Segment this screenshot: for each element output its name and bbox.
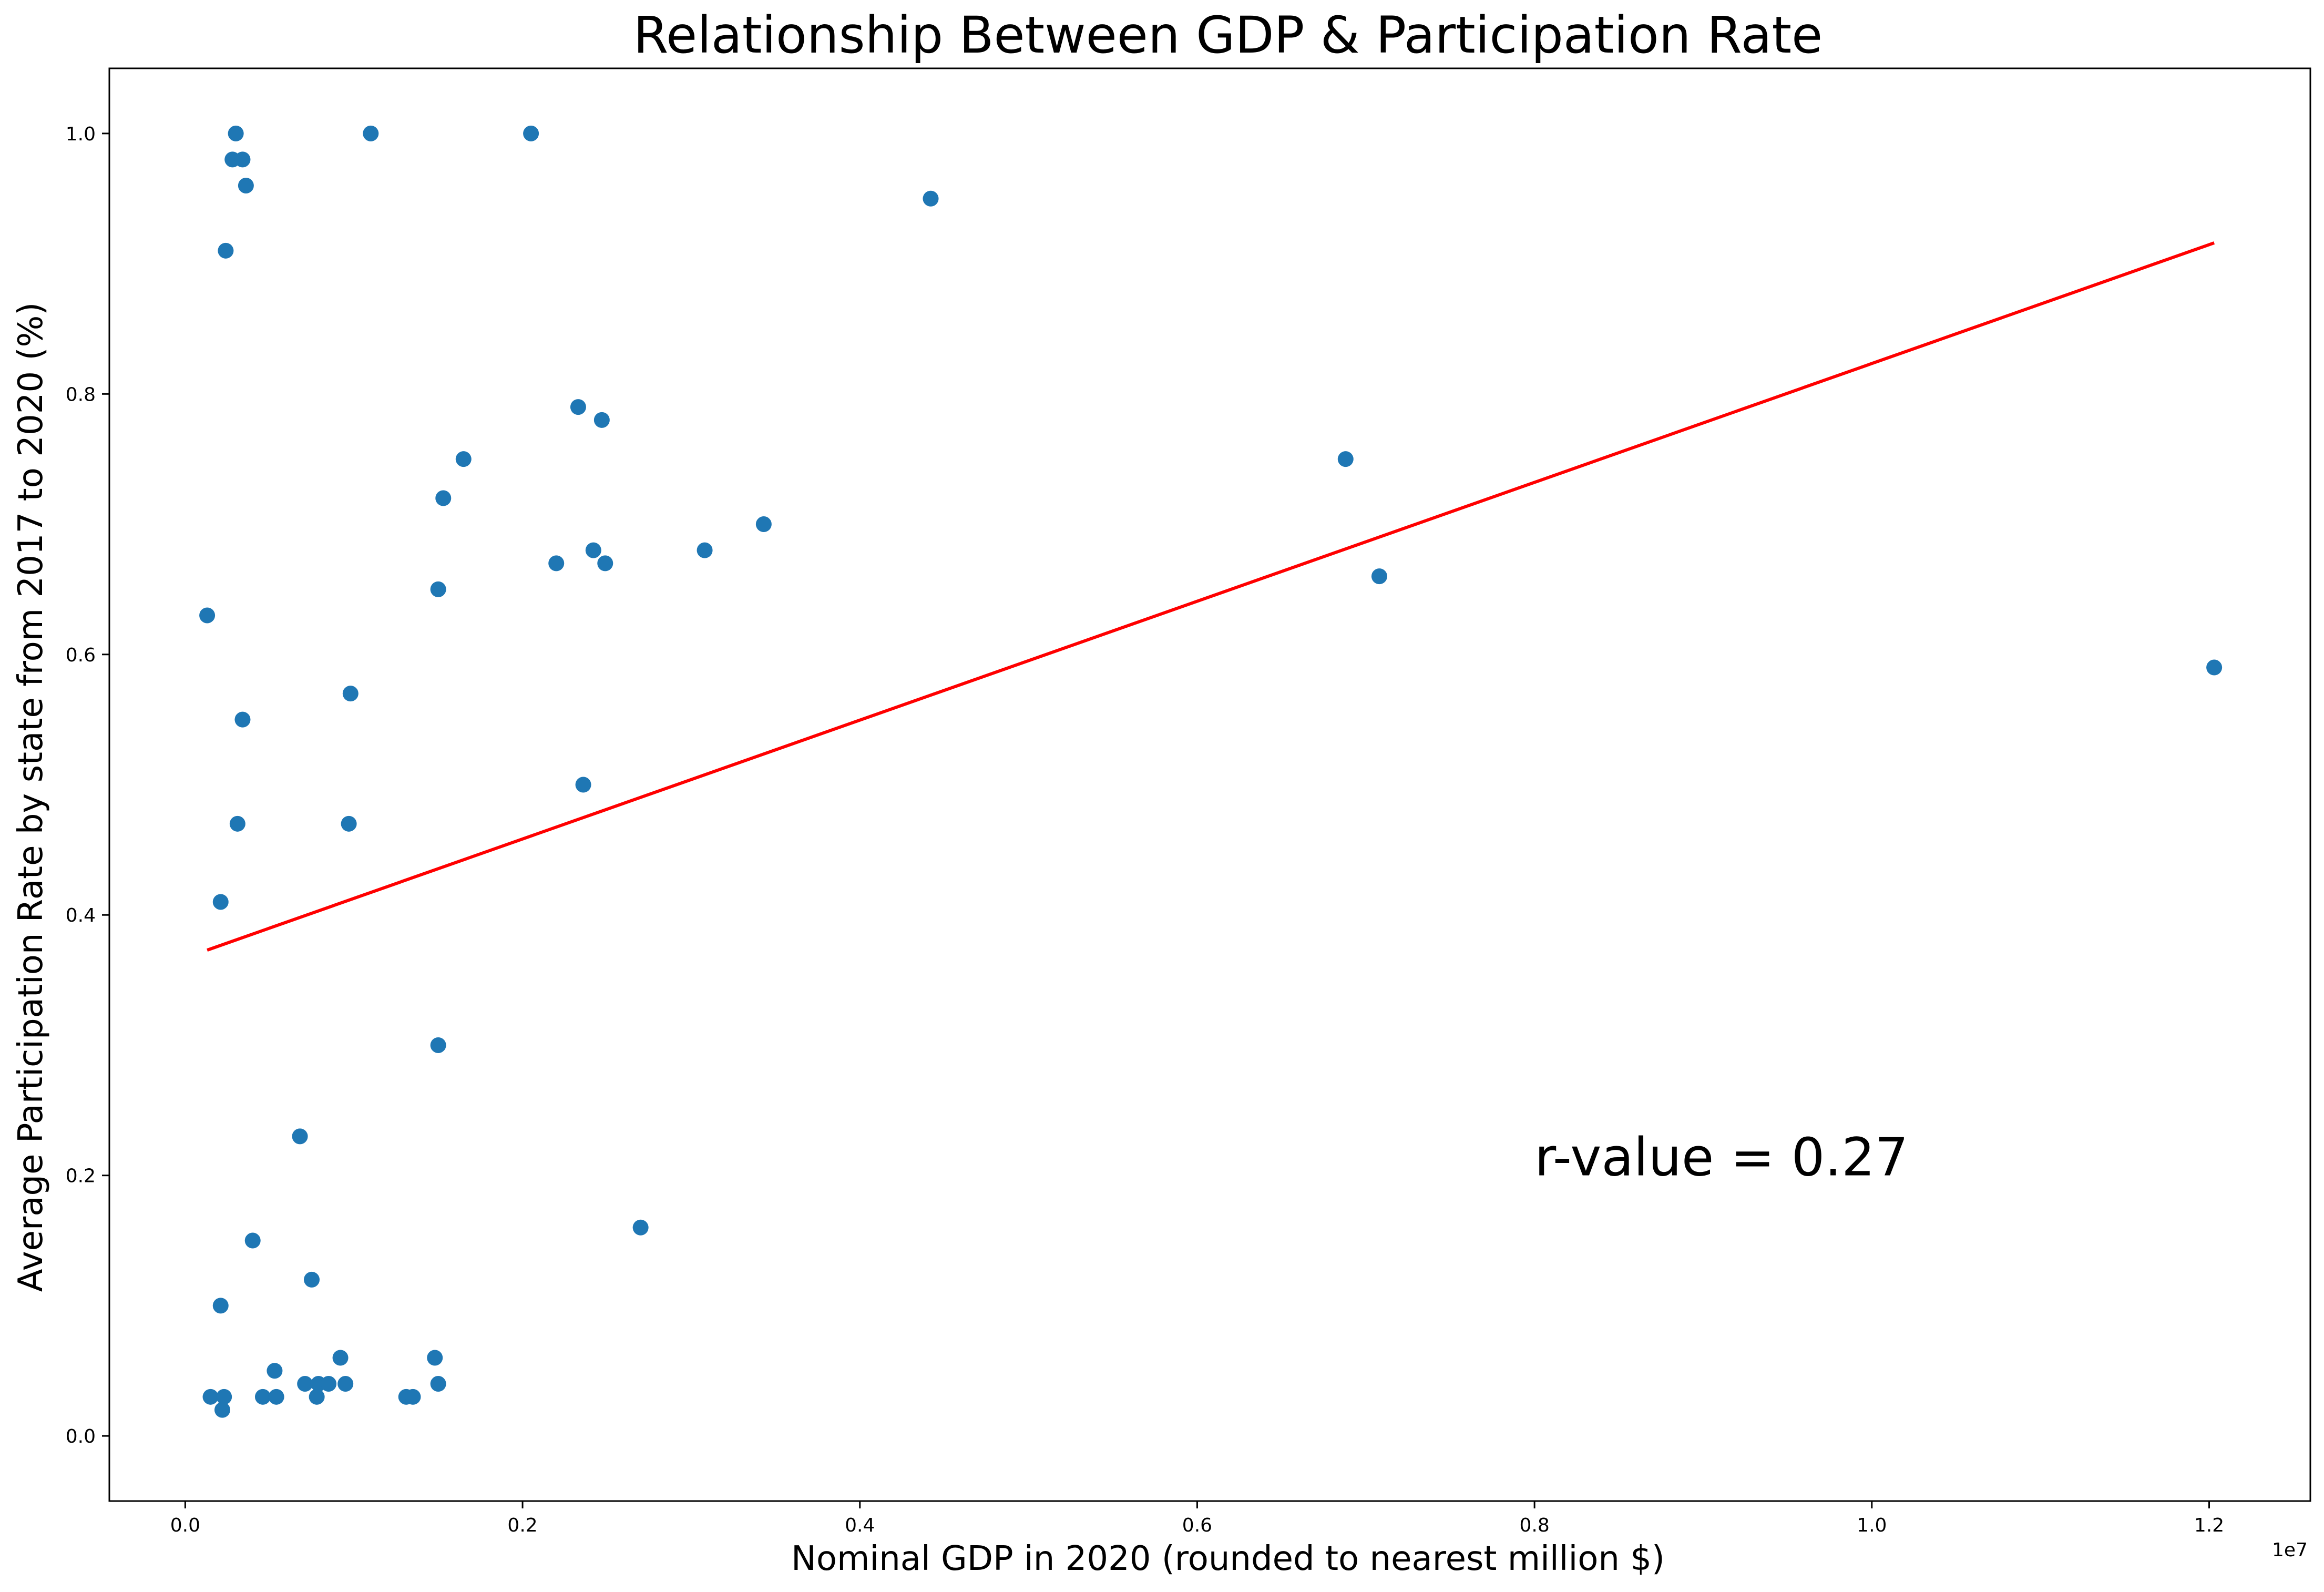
data-point bbox=[297, 1376, 313, 1392]
x-tick-label: 1.2 bbox=[2194, 1515, 2224, 1536]
data-point bbox=[234, 151, 251, 168]
data-point bbox=[254, 1389, 271, 1405]
data-point bbox=[304, 1271, 320, 1288]
data-point bbox=[593, 412, 610, 428]
data-point bbox=[332, 1350, 349, 1366]
data-point bbox=[342, 686, 359, 702]
data-point bbox=[430, 581, 446, 597]
data-point bbox=[923, 190, 939, 207]
data-point bbox=[1337, 451, 1354, 467]
data-point bbox=[755, 516, 772, 533]
data-point bbox=[570, 399, 586, 415]
data-point bbox=[238, 177, 254, 193]
x-tick-label: 0.2 bbox=[507, 1515, 537, 1536]
x-offset-label: 1e7 bbox=[2272, 1539, 2308, 1561]
data-point bbox=[632, 1219, 649, 1236]
data-point bbox=[228, 125, 244, 141]
data-point bbox=[199, 607, 216, 624]
data-point bbox=[267, 1363, 283, 1379]
y-tick-label: 0.4 bbox=[66, 905, 96, 926]
data-point bbox=[234, 711, 251, 728]
data-point bbox=[212, 1298, 229, 1314]
data-point bbox=[697, 542, 713, 558]
data-point bbox=[341, 815, 357, 832]
y-tick-label: 0.8 bbox=[66, 384, 96, 405]
data-point bbox=[585, 542, 601, 558]
y-tick-label: 1.0 bbox=[66, 124, 96, 145]
chart-title: Relationship Between GDP & Participation… bbox=[633, 6, 1823, 65]
data-point bbox=[548, 555, 565, 572]
data-point bbox=[337, 1376, 354, 1392]
x-tick-label: 0.8 bbox=[1519, 1515, 1549, 1536]
data-point bbox=[214, 1402, 230, 1418]
data-point bbox=[309, 1389, 325, 1405]
data-point bbox=[292, 1128, 308, 1145]
x-tick-label: 0.4 bbox=[845, 1515, 875, 1536]
data-point bbox=[218, 242, 234, 259]
data-point bbox=[430, 1037, 446, 1053]
y-tick-label: 0.0 bbox=[66, 1426, 96, 1447]
data-point bbox=[575, 777, 591, 793]
r-value-annotation: r-value = 0.27 bbox=[1534, 1127, 1908, 1188]
y-axis-label: Average Participation Rate by state from… bbox=[12, 302, 50, 1292]
data-point bbox=[244, 1232, 261, 1249]
y-tick-label: 0.2 bbox=[66, 1166, 96, 1187]
data-point bbox=[523, 125, 539, 141]
regression-line bbox=[207, 241, 2215, 952]
data-point bbox=[430, 1376, 446, 1392]
plot-frame bbox=[108, 67, 2311, 1502]
x-axis-label: Nominal GDP in 2020 (rounded to nearest … bbox=[791, 1539, 1665, 1578]
data-point bbox=[216, 1389, 232, 1405]
plot-area: 0.0 0.2 0.4 0.6 0.8 1.0 1.2 0.0 0.2 0.4 0.6 0.8 1.0 r… bbox=[66, 67, 2311, 1536]
data-point bbox=[363, 125, 379, 141]
data-point bbox=[212, 894, 229, 910]
data-point bbox=[202, 1389, 219, 1405]
x-tick-label: 0.6 bbox=[1182, 1515, 1212, 1536]
data-point bbox=[405, 1389, 421, 1405]
data-point bbox=[427, 1350, 443, 1366]
data-point bbox=[2206, 659, 2223, 676]
data-point bbox=[1371, 568, 1387, 585]
data-point bbox=[321, 1376, 337, 1392]
x-tick-label: 1.0 bbox=[1857, 1515, 1887, 1536]
y-tick-label: 0.6 bbox=[66, 645, 96, 666]
data-point bbox=[597, 555, 613, 572]
data-point bbox=[268, 1389, 284, 1405]
data-point bbox=[229, 815, 245, 832]
data-point bbox=[435, 490, 452, 506]
x-tick-label: 0.0 bbox=[170, 1515, 200, 1536]
data-point bbox=[455, 451, 472, 467]
